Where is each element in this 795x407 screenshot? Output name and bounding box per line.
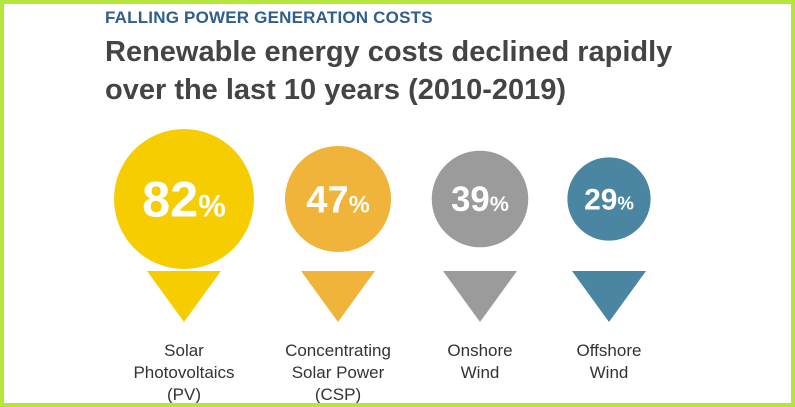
cost-decline-chart: 82% 47% 39% 29% (114, 129, 651, 322)
value-number: 39 (451, 181, 490, 219)
category-label-line: Photovoltaics (133, 363, 235, 382)
value-number: 47 (306, 178, 348, 221)
value-label: 29% (584, 183, 634, 216)
category-label-3: Onshore Wind (405, 340, 555, 384)
value-bubble (431, 150, 529, 248)
category-label-line: Solar Power (291, 363, 385, 382)
kicker-heading: FALLING POWER GENERATION COSTS (105, 8, 433, 27)
category-label-4: Offshore Wind (534, 340, 684, 384)
category-label-line: Concentrating (285, 341, 391, 360)
title-line-2: over the last 10 years (2010-2019) (105, 74, 567, 106)
pointer-triangle (301, 271, 375, 322)
bubble-group-4: 29% (567, 157, 651, 322)
bubble-group-1: 82% (114, 129, 254, 322)
category-label-line: Wind (589, 363, 629, 382)
pointer-triangle (147, 271, 221, 322)
category-label-line: (CSP) (314, 385, 362, 404)
value-unit: % (490, 191, 509, 216)
value-bubble (567, 157, 651, 241)
category-label-2: Concentrating Solar Power (CSP) (263, 340, 413, 404)
value-unit: % (617, 192, 634, 213)
value-number: 82 (142, 171, 198, 228)
category-label-1: Solar Photovoltaics (PV) (109, 340, 259, 404)
pointer-triangle (572, 271, 646, 322)
page-title: Renewable energy costs declined rapidly … (105, 33, 765, 109)
category-label-line: (PV) (167, 385, 201, 404)
value-bubble (114, 129, 254, 269)
category-label-line: Offshore (576, 341, 642, 360)
value-unit: % (198, 189, 226, 224)
value-label: 82% (142, 171, 226, 228)
title-line-1: Renewable energy costs declined rapidly (105, 36, 673, 68)
value-label: 39% (451, 181, 509, 219)
value-number: 29 (584, 183, 617, 216)
pointer-triangle (443, 271, 517, 322)
category-label-line: Onshore (447, 341, 513, 360)
bubble-group-3: 39% (431, 150, 529, 322)
bubble-group-2: 47% (285, 146, 391, 322)
value-label: 47% (306, 178, 369, 221)
category-label-line: Wind (460, 363, 500, 382)
category-label-line: Solar (164, 341, 204, 360)
value-unit: % (349, 192, 370, 218)
value-bubble (285, 146, 391, 252)
